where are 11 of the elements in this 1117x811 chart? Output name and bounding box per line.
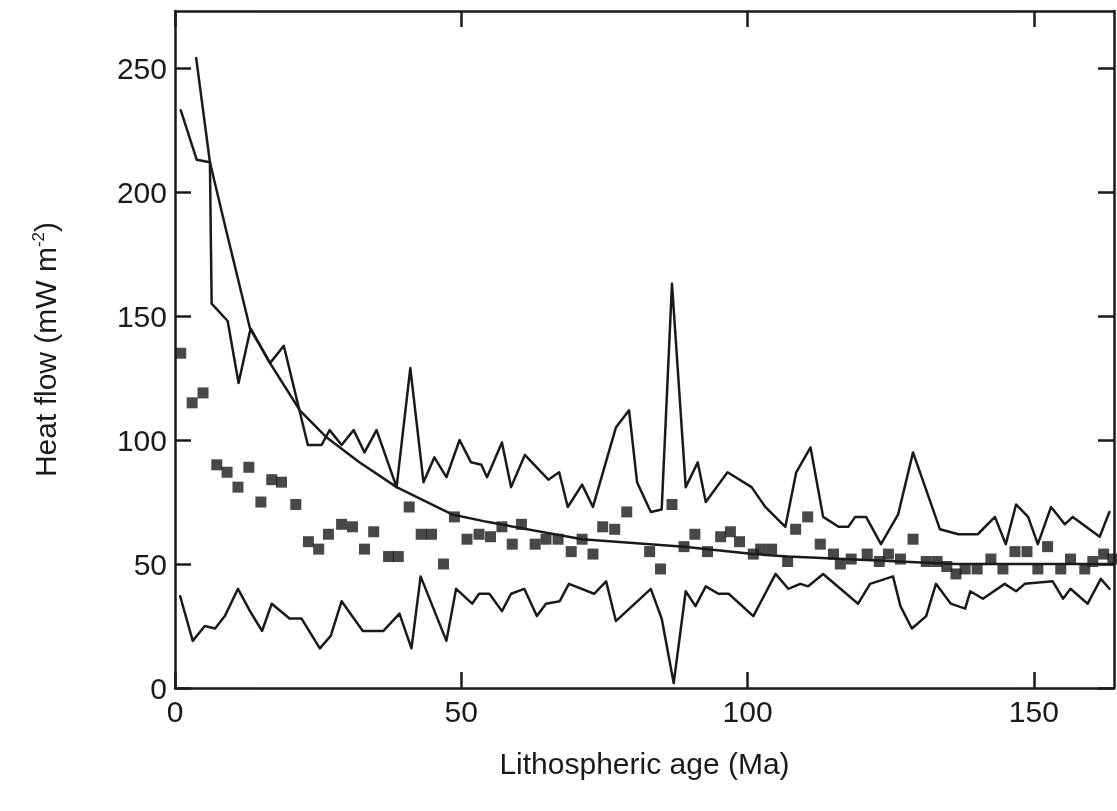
x-tick-label: 50 [444,694,478,728]
y-tick-label: 50 [133,547,167,581]
y-tick-label: 0 [150,671,167,705]
y-tick-label: 150 [116,299,167,333]
x-axis-title: Lithospheric age (Ma) [499,746,790,780]
x-tick-label: 100 [722,694,773,728]
y-axis-title: Heat flow (mW m-2) [28,221,62,478]
y-tick-label: 250 [116,51,167,85]
x-tick-label: 150 [1008,694,1059,728]
y-tick-label: 200 [116,175,167,209]
y-tick-label: 100 [116,423,167,457]
